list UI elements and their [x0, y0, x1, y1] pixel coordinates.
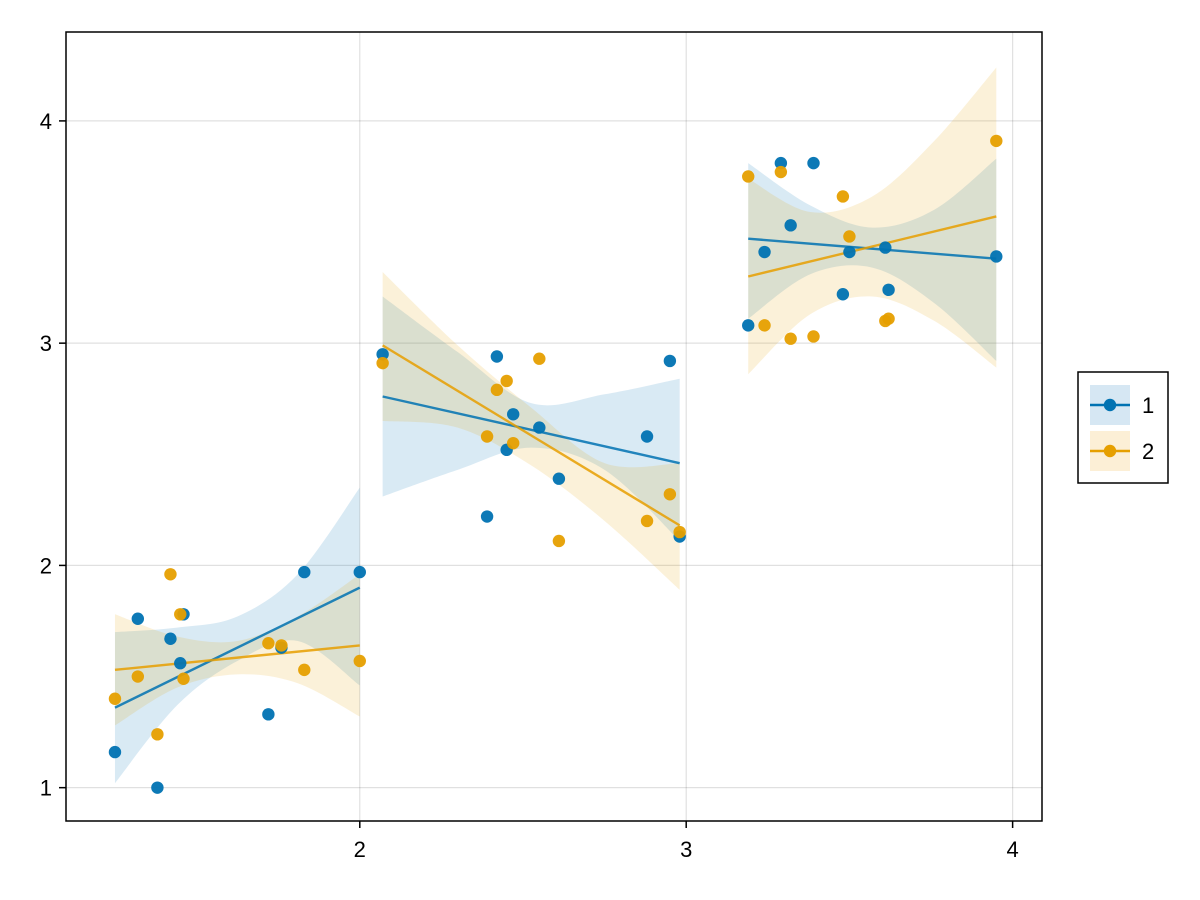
- series-2-fit-line: [747, 215, 997, 278]
- series-2-point: [742, 170, 755, 183]
- series-1-fit-line: [382, 395, 680, 465]
- series-1-point: [298, 565, 311, 579]
- series-1-confidence-band: [114, 487, 360, 784]
- series-2-point: [533, 352, 546, 365]
- series-1-point: [376, 348, 389, 361]
- series-2-point: [673, 525, 686, 539]
- series-2-point: [843, 230, 856, 243]
- series-1-point: [151, 781, 164, 794]
- data-points: [108, 134, 1003, 794]
- series-1-point: [174, 657, 187, 670]
- axis-ticks: 2 3 4 1 2 3 4: [40, 109, 1019, 862]
- series-1-point: [990, 250, 1003, 263]
- series-2-point: [552, 534, 566, 548]
- series-1-point: [131, 612, 145, 625]
- y-tick-label: 4: [40, 109, 52, 134]
- series-1-fit-line: [748, 237, 997, 260]
- series-2-point: [882, 312, 895, 325]
- series-2-point: [640, 514, 654, 528]
- fit-lines: [114, 215, 997, 709]
- series-2-point: [151, 728, 164, 741]
- series-1-point: [784, 219, 797, 232]
- series-2-point: [275, 639, 288, 652]
- series-2-point: [480, 430, 494, 443]
- series-2-fit-line: [382, 344, 681, 527]
- series-1-point: [774, 156, 788, 170]
- series-2-point: [500, 374, 513, 388]
- series-2-point: [376, 356, 389, 370]
- series-1-fit-line: [114, 586, 361, 709]
- series-2-point: [490, 383, 504, 397]
- series-2-point: [108, 692, 122, 705]
- series-2-confidence-band: [114, 574, 360, 726]
- series-2-point: [807, 330, 820, 343]
- grid: [66, 32, 1042, 821]
- series-1-point: [758, 245, 771, 259]
- series-1-point: [882, 283, 895, 297]
- series-2-point: [164, 568, 177, 581]
- series-2-point: [298, 663, 311, 677]
- series-2-point: [353, 654, 366, 668]
- series-2-confidence-band: [748, 67, 997, 375]
- confidence-bands: [114, 67, 997, 784]
- series-1-point: [533, 421, 546, 434]
- series-2-fit-line: [114, 644, 360, 672]
- series-2-point: [774, 165, 788, 179]
- series-2-point: [663, 488, 677, 501]
- x-tick-label: 3: [680, 837, 692, 862]
- legend-label: 1: [1142, 393, 1154, 418]
- series-1-point: [262, 708, 275, 721]
- series-1-point: [879, 241, 892, 254]
- legend: 12: [1077, 371, 1169, 484]
- series-2-point: [784, 332, 797, 345]
- series-1-point: [836, 288, 850, 301]
- x-tick-label: 4: [1006, 837, 1018, 862]
- series-2-point: [177, 672, 190, 685]
- series-1-point: [506, 408, 520, 421]
- plot-frame: [65, 31, 1043, 822]
- series-2-point: [174, 608, 187, 621]
- series-1-point: [640, 430, 654, 443]
- legend-swatch-marker: [1103, 398, 1117, 412]
- series-2-point: [990, 134, 1003, 148]
- y-tick-label: 3: [40, 331, 52, 356]
- series-1-point: [552, 472, 566, 485]
- legend-label: 2: [1142, 439, 1154, 464]
- series-1-point: [490, 350, 504, 363]
- series-1-point: [480, 510, 494, 523]
- series-1-point: [164, 632, 177, 645]
- legend-swatch-marker: [1103, 444, 1117, 458]
- series-1-point: [663, 354, 677, 368]
- series-2-point: [758, 319, 771, 332]
- series-1-point: [807, 156, 820, 170]
- series-2-point: [836, 190, 850, 203]
- series-1-confidence-band: [382, 296, 680, 541]
- y-tick-label: 1: [40, 776, 52, 801]
- x-tick-label: 2: [354, 837, 366, 862]
- series-2-point: [131, 670, 145, 683]
- y-tick-label: 2: [40, 553, 52, 578]
- series-1-confidence-band: [748, 158, 997, 361]
- series-1-point: [108, 745, 122, 759]
- series-1-point: [843, 245, 856, 259]
- series-2-point: [506, 436, 520, 450]
- series-2-point: [262, 636, 275, 650]
- series-1-point: [353, 565, 366, 579]
- series-1-point: [742, 319, 755, 332]
